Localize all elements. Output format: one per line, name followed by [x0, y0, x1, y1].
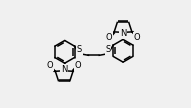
Text: O: O: [47, 61, 53, 70]
Text: O: O: [106, 33, 112, 42]
Text: N: N: [120, 29, 126, 38]
Text: S: S: [77, 45, 82, 54]
Text: S: S: [105, 45, 111, 54]
Text: O: O: [134, 33, 140, 42]
Text: O: O: [75, 61, 82, 70]
Text: N: N: [61, 65, 67, 74]
